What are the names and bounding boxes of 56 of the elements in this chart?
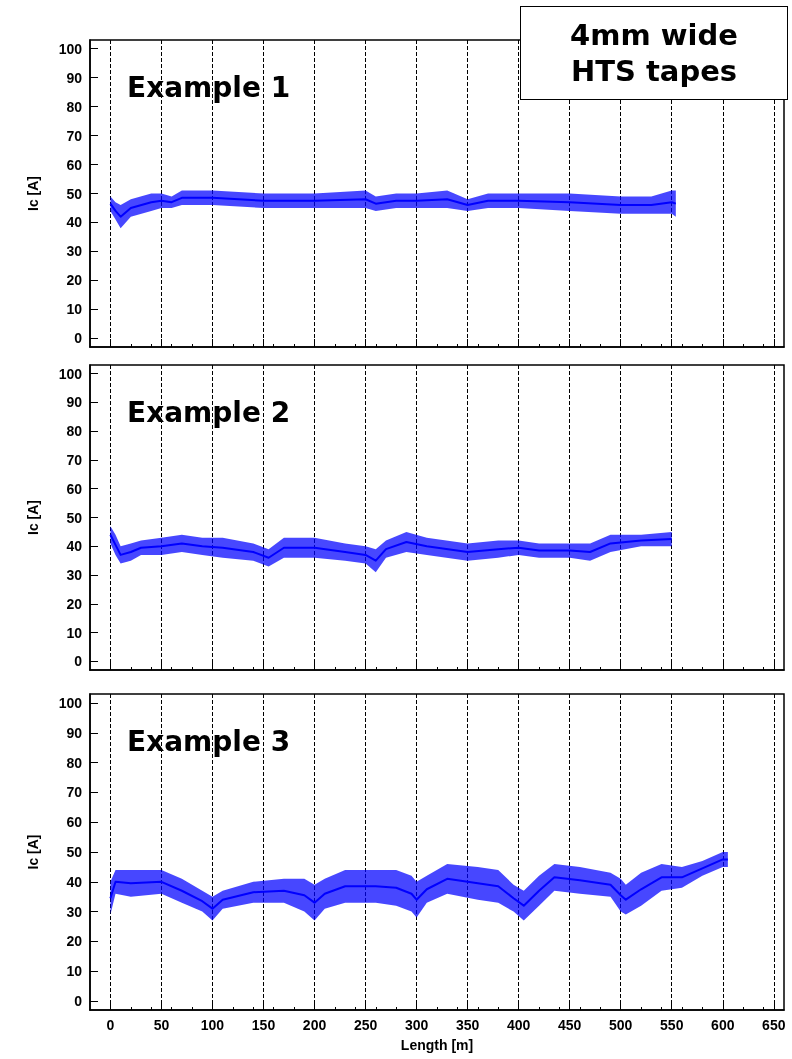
x-tick-label: 450 [558,1017,582,1033]
y-tick-label: 40 [66,214,83,231]
y-tick-label: 80 [66,423,83,440]
x-tick-label: 300 [404,1017,429,1033]
y-tick-label: 60 [66,814,83,831]
y-tick-label: 40 [66,538,83,555]
y-tick-label: 0 [74,330,83,347]
y-tick-label: 90 [66,724,83,741]
x-tick-label: 350 [455,1017,480,1033]
y-tick-label: 70 [66,451,83,468]
y-tick-label: 0 [74,993,83,1010]
x-tick-label: 500 [609,1017,633,1033]
y-tick-label: 60 [66,156,83,173]
x-tick-label: 0 [106,1017,115,1033]
y-tick-label: 20 [66,933,83,950]
y-tick-label: 90 [66,394,83,411]
y-axis-title: Ic [A] [25,176,41,211]
y-axis-title: Ic [A] [25,834,41,870]
y-tick-label: 30 [66,567,83,584]
x-tick-label: 550 [660,1017,684,1033]
x-tick-label: 100 [200,1017,225,1033]
y-tick-label: 20 [66,595,83,612]
y-tick-label: 30 [66,243,83,260]
y-tick-label: 100 [58,694,83,711]
note-box: 4mm wide HTS tapes [520,6,788,100]
y-tick-label: 50 [66,844,83,860]
y-tick-label: 80 [66,98,83,115]
x-tick-label: 400 [506,1017,531,1033]
y-tick-label: 100 [58,40,83,57]
y-tick-label: 10 [66,301,83,318]
y-tick-label: 0 [74,653,83,670]
text: Example 1 [127,70,291,104]
y-tick-label: 10 [66,963,83,980]
x-tick-label: 200 [302,1017,327,1033]
y-tick-label: 80 [66,754,83,771]
x-tick-label: 600 [711,1017,735,1033]
x-tick-label: 250 [353,1017,378,1033]
y-axis-title: Ic [A] [25,500,41,535]
y-tick-label: 90 [66,69,83,86]
annotation: 4mm wide HTS tapes [569,17,739,89]
y-tick-label: 20 [66,272,83,289]
y-tick-label: 10 [66,624,83,641]
y-tick-label: 50 [66,185,83,202]
x-tick-label: 650 [762,1017,786,1033]
x-axis-title: Length [m] [400,1037,474,1053]
y-tick-label: 50 [66,509,83,526]
y-tick-label: 60 [66,480,83,497]
y-tick-label: 70 [66,127,83,144]
x-tick-label: 50 [153,1017,170,1033]
y-tick-label: 30 [66,903,83,920]
y-tick-label: 100 [58,365,83,382]
x-tick-label: 150 [251,1017,276,1033]
y-tick-label: 40 [66,873,83,890]
y-tick-label: 70 [66,784,83,801]
text: Example 2 [127,395,291,429]
text: Example 3 [127,724,291,758]
